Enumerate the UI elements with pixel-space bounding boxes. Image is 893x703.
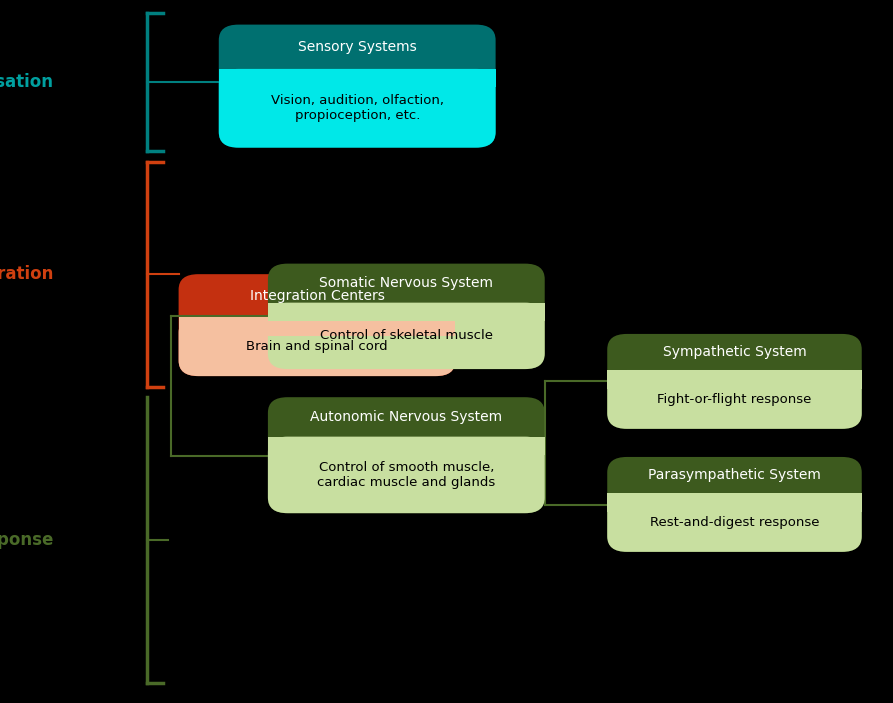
FancyBboxPatch shape xyxy=(607,370,862,429)
Text: Parasympathetic System: Parasympathetic System xyxy=(648,468,821,482)
FancyBboxPatch shape xyxy=(268,437,545,513)
Text: Sensory Systems: Sensory Systems xyxy=(298,40,416,53)
FancyBboxPatch shape xyxy=(219,69,496,148)
Text: Integration Centers: Integration Centers xyxy=(249,288,385,302)
Bar xyxy=(268,302,545,321)
FancyBboxPatch shape xyxy=(268,264,545,369)
Text: Rest-and-digest response: Rest-and-digest response xyxy=(650,516,819,529)
Bar xyxy=(607,370,862,389)
Text: Control of smooth muscle,
cardiac muscle and glands: Control of smooth muscle, cardiac muscle… xyxy=(317,461,496,489)
Bar xyxy=(219,69,496,87)
FancyBboxPatch shape xyxy=(607,334,862,429)
FancyBboxPatch shape xyxy=(607,493,862,552)
Text: Response: Response xyxy=(0,531,54,549)
Text: Fight-or-flight response: Fight-or-flight response xyxy=(657,393,812,406)
Text: Integration: Integration xyxy=(0,265,54,283)
Text: Autonomic Nervous System: Autonomic Nervous System xyxy=(310,410,503,424)
FancyBboxPatch shape xyxy=(179,274,455,376)
Text: Sensation: Sensation xyxy=(0,73,54,91)
FancyBboxPatch shape xyxy=(219,25,496,148)
Bar xyxy=(268,437,545,456)
FancyBboxPatch shape xyxy=(268,397,545,513)
FancyBboxPatch shape xyxy=(607,457,862,552)
Text: Brain and spinal cord: Brain and spinal cord xyxy=(246,340,388,353)
Bar xyxy=(179,317,455,335)
Text: Vision, audition, olfaction,
propioception, etc.: Vision, audition, olfaction, propiocepti… xyxy=(271,94,444,122)
FancyBboxPatch shape xyxy=(179,317,455,376)
Text: Control of skeletal muscle: Control of skeletal muscle xyxy=(320,330,493,342)
Bar xyxy=(607,493,862,512)
Text: Sympathetic System: Sympathetic System xyxy=(663,345,806,359)
Text: Somatic Nervous System: Somatic Nervous System xyxy=(320,276,493,290)
FancyBboxPatch shape xyxy=(268,302,545,369)
